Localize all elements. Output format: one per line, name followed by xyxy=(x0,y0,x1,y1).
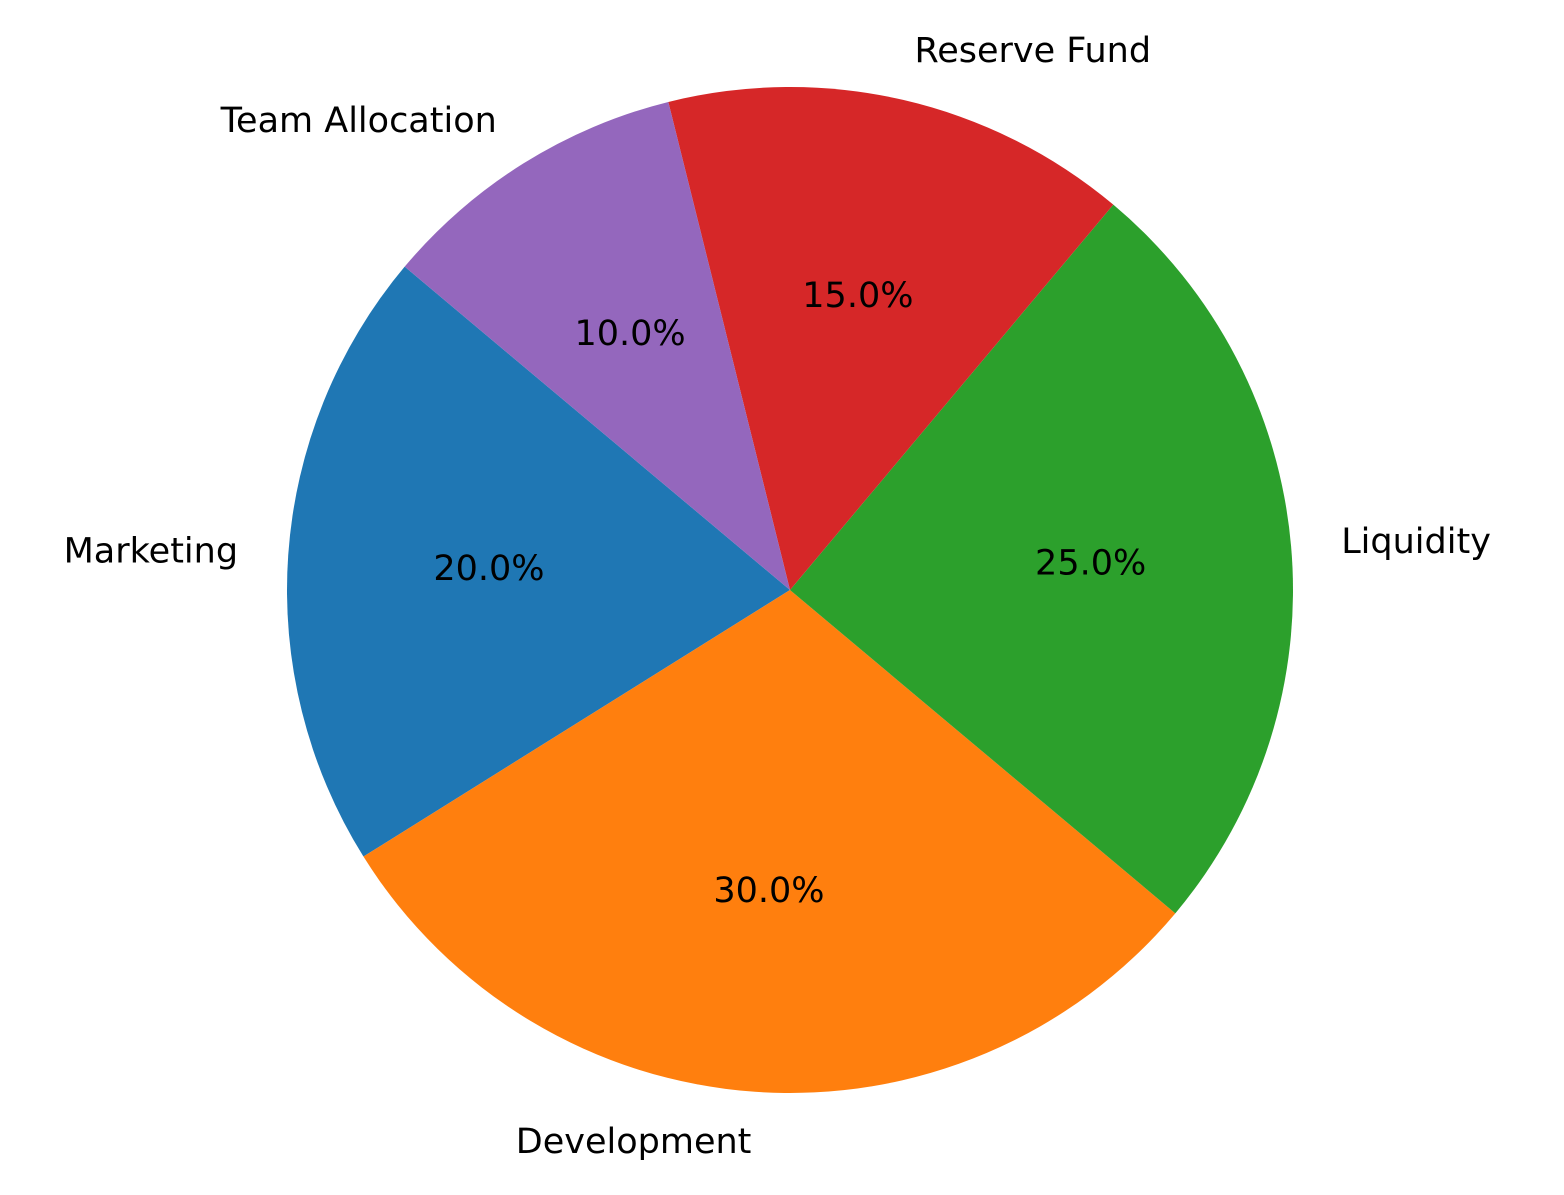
pie-slice-development xyxy=(363,590,1176,1093)
slices-layer xyxy=(286,86,1293,1093)
pie-slice-reserve-fund xyxy=(668,86,1114,591)
slice-percent-team-allocation: 10.0% xyxy=(574,314,685,354)
slice-label-reserve-fund: Reserve Fund xyxy=(914,31,1151,71)
slice-label-liquidity: Liquidity xyxy=(1341,522,1491,562)
labels-layer: Marketing 20.0% Development 30.0% Liquidity 2… xyxy=(64,31,1491,1162)
slice-label-marketing: Marketing xyxy=(64,531,238,571)
pie-slice-liquidity xyxy=(790,204,1293,914)
pie-slice-marketing xyxy=(286,266,790,857)
slice-percent-reserve-fund: 15.0% xyxy=(802,276,913,316)
pie-slice-team-allocation xyxy=(404,101,790,590)
slice-percent-marketing: 20.0% xyxy=(433,549,544,589)
slice-label-development: Development xyxy=(516,1122,752,1162)
slice-label-team-allocation: Team Allocation xyxy=(220,101,497,141)
slice-percent-development: 30.0% xyxy=(713,871,824,911)
slice-percent-liquidity: 25.0% xyxy=(1035,544,1146,584)
